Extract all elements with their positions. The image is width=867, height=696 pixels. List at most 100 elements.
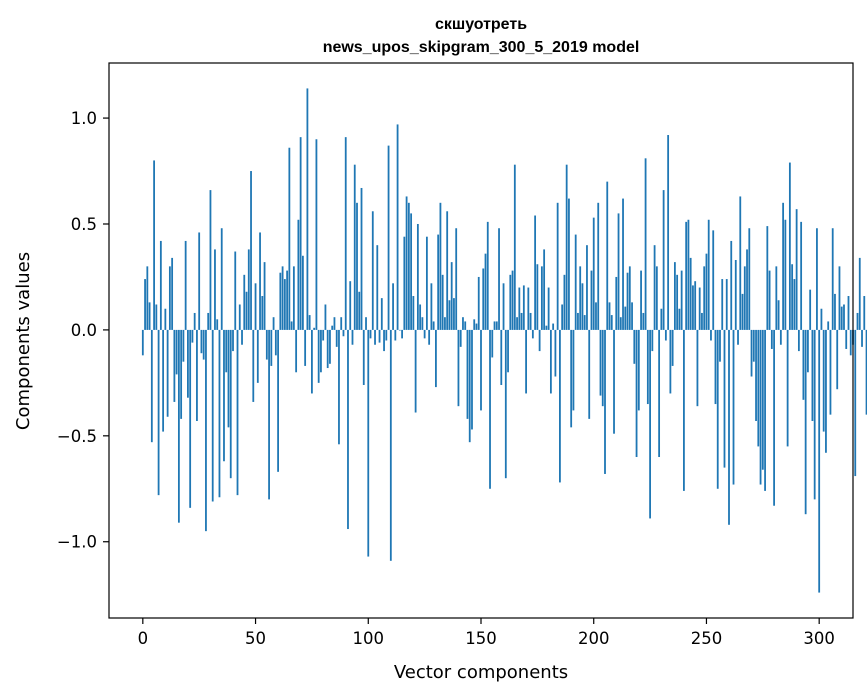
bar	[261, 296, 264, 330]
bar	[721, 279, 724, 330]
bar	[595, 302, 597, 330]
bar	[838, 266, 841, 330]
bar	[236, 329, 239, 496]
chart-title: скшуотреть	[435, 16, 527, 33]
bar	[694, 281, 697, 330]
bar	[820, 308, 823, 330]
bar	[394, 329, 397, 341]
y-tick-label: 0.0	[71, 321, 97, 340]
bar	[797, 329, 800, 352]
bar	[583, 315, 586, 330]
bar	[712, 230, 715, 330]
bar	[493, 321, 496, 330]
bar	[669, 329, 672, 394]
bar	[218, 329, 221, 498]
bar	[646, 329, 649, 405]
bar	[759, 329, 762, 485]
bar	[437, 234, 440, 330]
bar	[743, 266, 746, 330]
bar	[507, 329, 509, 373]
bar	[187, 329, 189, 398]
bar	[241, 329, 243, 345]
bar	[730, 240, 733, 330]
bar	[698, 287, 701, 330]
bar	[214, 249, 216, 330]
bar	[387, 145, 390, 330]
bar	[335, 329, 338, 347]
bar	[633, 329, 636, 364]
bar	[347, 329, 349, 530]
bar	[191, 329, 194, 343]
bar	[421, 317, 424, 330]
bar	[462, 317, 464, 330]
bar	[353, 164, 356, 330]
bar	[288, 147, 291, 330]
bar	[561, 304, 564, 330]
bar	[678, 308, 681, 330]
bar	[153, 160, 155, 330]
bar	[166, 329, 169, 417]
bar	[549, 329, 552, 394]
bar	[385, 329, 388, 341]
bar	[180, 329, 183, 419]
bar	[245, 291, 248, 330]
bar	[223, 329, 225, 462]
bar	[295, 329, 298, 373]
bar	[205, 329, 207, 532]
bar	[705, 253, 708, 330]
bar	[565, 164, 568, 330]
bar	[779, 329, 782, 345]
bar	[272, 317, 275, 330]
bar	[692, 285, 694, 330]
bar	[157, 329, 160, 496]
bar	[613, 329, 615, 434]
bar	[498, 228, 500, 330]
bar	[631, 302, 633, 330]
bar	[247, 249, 250, 330]
bar	[432, 321, 435, 330]
bar	[547, 287, 550, 330]
bar	[662, 190, 665, 330]
bar	[351, 329, 354, 345]
bar	[818, 329, 821, 593]
bar	[825, 329, 827, 453]
bar	[259, 232, 261, 330]
bar	[809, 289, 812, 330]
bar	[554, 329, 557, 377]
bar	[144, 279, 146, 330]
bar	[202, 329, 205, 360]
bar	[356, 202, 358, 330]
bar	[486, 221, 489, 330]
bar	[407, 202, 410, 330]
bar	[274, 329, 277, 356]
bar	[617, 213, 620, 330]
bar	[401, 329, 403, 339]
x-axis-label: Vector components	[394, 662, 568, 683]
bar	[315, 139, 318, 330]
bar	[322, 329, 325, 341]
bar	[184, 240, 187, 330]
bar	[455, 228, 458, 330]
bar	[281, 266, 284, 330]
bar	[333, 317, 336, 330]
bar	[410, 213, 413, 330]
bar	[849, 329, 852, 356]
bar	[290, 321, 293, 330]
bar	[608, 302, 611, 330]
bar	[439, 202, 442, 330]
bar	[536, 264, 539, 330]
bar	[252, 329, 255, 402]
bar	[489, 329, 491, 489]
bar	[746, 249, 748, 330]
bar	[265, 329, 268, 360]
bar	[464, 321, 467, 330]
bar	[480, 329, 482, 411]
bar	[360, 187, 363, 330]
bar	[459, 329, 462, 347]
bar	[250, 171, 252, 330]
bar	[365, 317, 367, 330]
bar	[450, 262, 453, 330]
bar	[371, 211, 374, 330]
bar	[177, 329, 180, 523]
